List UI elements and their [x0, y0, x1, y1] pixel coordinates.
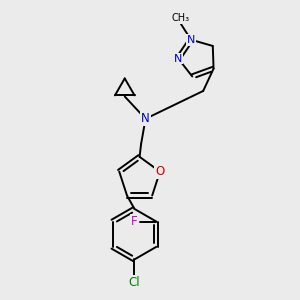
Text: N: N	[141, 112, 150, 125]
Text: Cl: Cl	[129, 276, 140, 289]
Text: N: N	[174, 53, 182, 64]
Text: O: O	[155, 165, 165, 178]
Text: CH₃: CH₃	[172, 13, 190, 23]
Text: F: F	[131, 215, 138, 228]
Text: N: N	[187, 35, 195, 45]
